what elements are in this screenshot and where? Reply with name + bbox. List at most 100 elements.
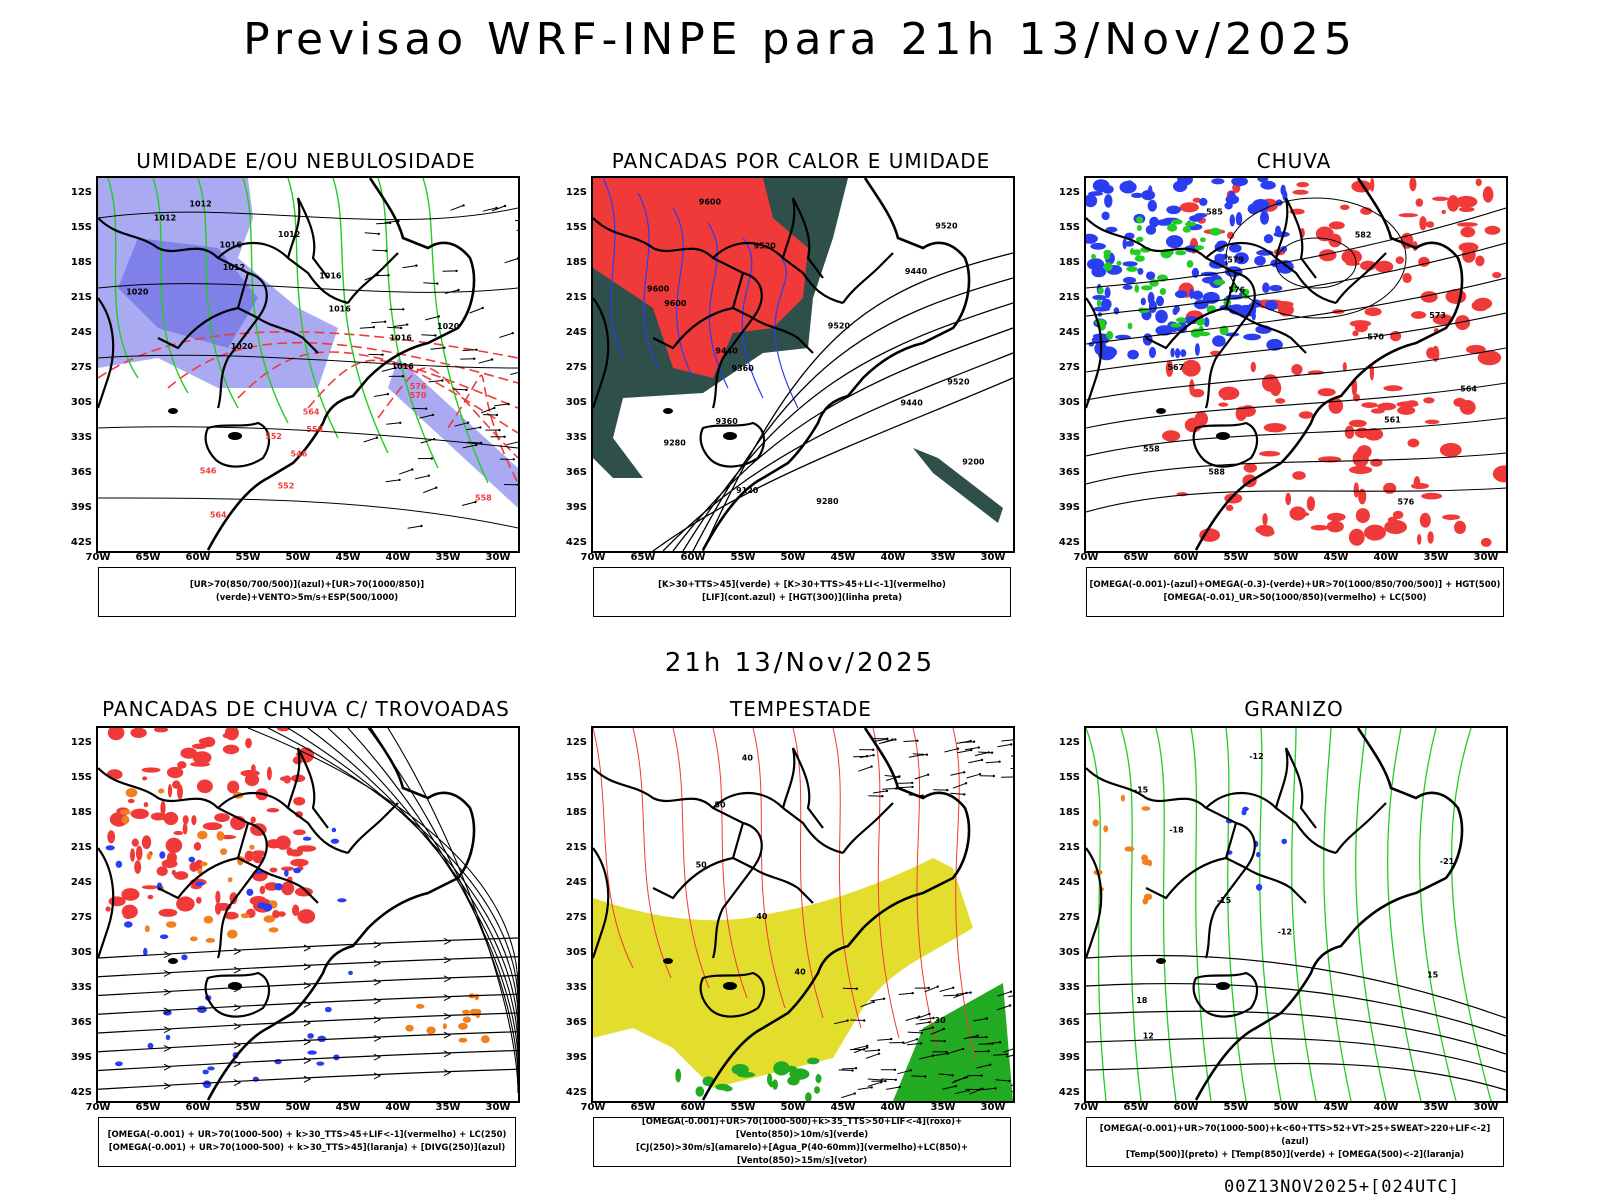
wind-vector-head (1009, 990, 1013, 993)
thunderstorm-red-area (173, 871, 189, 880)
rain-blue-area (1149, 216, 1159, 228)
wind-vector-head (952, 986, 955, 989)
wind-vector-head (928, 1012, 931, 1016)
longitude-tick-label: 65W (630, 1102, 656, 1113)
thickness-contour (237, 351, 518, 409)
rain-red-area (1453, 397, 1467, 407)
thunderstorm-red-area (214, 813, 230, 823)
rain-blue-area (1254, 255, 1266, 266)
border-line (1086, 767, 1256, 869)
flow-arrow (163, 1026, 172, 1034)
thunderstorm-red-area (156, 866, 168, 877)
legend-line: [OMEGA(-0.01)_UR>50(1000/850)(vermelho) … (1163, 593, 1427, 603)
rain-blue-area (1104, 194, 1113, 208)
wind-vector (954, 1089, 969, 1095)
border-line (1335, 252, 1387, 304)
wind-vector-head (942, 1027, 946, 1031)
longitude-tick-label: 35W (1423, 552, 1449, 563)
rain-blue-area (1087, 258, 1105, 271)
flow-arrow (443, 994, 452, 1002)
wind-vector-head (882, 997, 886, 1000)
streamline (98, 1049, 518, 1072)
rain-red-area (1296, 181, 1309, 188)
rain-green-area (1194, 245, 1205, 251)
divergence-blue-area (202, 1069, 209, 1075)
latitude-tick-label: 27S (70, 912, 92, 923)
wind-vector-head (870, 765, 873, 768)
wind-vector-head (890, 1037, 893, 1041)
thunderstorm-red-area (177, 761, 187, 769)
contour-label: 573 (1429, 311, 1446, 320)
lagoon-mark (723, 982, 737, 990)
contour-label: 9520 (828, 322, 851, 331)
temp850-contour (1225, 728, 1247, 1101)
wind-vector (981, 1087, 996, 1091)
border-line (1285, 197, 1317, 279)
humidity-low-levels-contour (287, 178, 339, 439)
rain-red-area (1306, 496, 1316, 512)
rain-green-area (1176, 317, 1187, 323)
contour-label: 9440 (905, 267, 928, 276)
panel-title: UMIDADE E/OU NEBULOSIDADE (136, 149, 476, 173)
wind-vector-head (985, 1017, 989, 1020)
wind-vector-head (870, 1086, 873, 1089)
rain-red-area (1179, 202, 1199, 213)
thunderstorm-orange-area (125, 788, 138, 798)
temp500-contour (1086, 1037, 1506, 1073)
divergence-blue-area (159, 851, 166, 859)
rain-red-area (1255, 524, 1274, 535)
divergence-blue-area (348, 970, 353, 975)
contour-label: 1016 (319, 271, 342, 280)
flow-arrow (233, 1022, 242, 1030)
latitude-tick-label: 18S (565, 257, 587, 268)
wind-vector-head (387, 274, 390, 277)
rain-red-area (1384, 519, 1407, 535)
longitude-tick-label: 70W (85, 552, 111, 563)
panel-title: TEMPESTADE (730, 697, 872, 721)
rain-blue-area (1148, 300, 1157, 313)
thunderstorm-red-area (182, 822, 188, 835)
wind-vector-head (980, 758, 984, 762)
thunderstorm-red-area (127, 798, 135, 804)
rain-red-area (1377, 402, 1397, 411)
contour-label: 50 (696, 860, 708, 869)
wind-vector-head (386, 392, 389, 396)
rain-red-area (1342, 362, 1347, 372)
thunderstorm-red-area (177, 784, 183, 800)
wind-vector-head (881, 795, 884, 798)
panel-title: GRANIZO (1244, 697, 1344, 721)
wind-vector-head (854, 1067, 858, 1070)
flow-arrow (233, 1041, 242, 1049)
thunderstorm-orange-area (474, 993, 480, 1001)
lifted-index-contour (707, 222, 729, 389)
omega-orange-area (1124, 846, 1135, 852)
thickness-contour (447, 374, 518, 484)
contour-label: 546 (291, 450, 308, 459)
precipitable-water-contour (672, 728, 710, 989)
contour-label: 9600 (699, 198, 722, 207)
divergence-blue-area (330, 838, 340, 844)
wind-vector-head (466, 421, 470, 424)
thunderstorm-orange-area (249, 844, 255, 850)
latitude-tick-label: 21S (70, 292, 92, 303)
thunderstorm-orange-area (121, 815, 130, 824)
thunderstorm-red-area (147, 894, 154, 900)
border-line (699, 971, 766, 1018)
wind-vector-head (377, 232, 380, 236)
latitude-tick-label: 30S (70, 397, 92, 408)
thunderstorm-red-area (130, 848, 135, 862)
rain-blue-area (1199, 197, 1208, 206)
latitude-tick-label: 30S (565, 397, 587, 408)
rain-red-area (1439, 442, 1462, 458)
wind-vector-head (411, 468, 414, 471)
wind-vector-head (443, 346, 446, 349)
longitude-tick-label: 70W (1073, 552, 1099, 563)
streamline (98, 993, 518, 1015)
flow-arrow (303, 944, 312, 952)
rain-blue-area (1260, 180, 1276, 190)
rain-blue-area (1234, 252, 1249, 265)
thunderstorm-orange-area (220, 848, 228, 855)
rain-blue-area (1156, 295, 1164, 307)
wind-vector (953, 992, 967, 999)
precipitable-water-contour (952, 728, 976, 1059)
